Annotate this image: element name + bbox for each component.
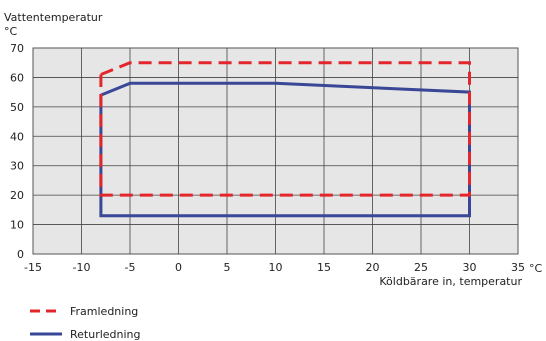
y-axis-unit: °C xyxy=(4,25,18,38)
x-tick-label: -10 xyxy=(73,261,91,274)
x-tick-label: 30 xyxy=(463,261,477,274)
legend-label-returledning: Returledning xyxy=(70,328,141,341)
x-axis-unit: °C xyxy=(529,262,543,275)
x-tick-label: 25 xyxy=(414,261,428,274)
legend-label-framledning: Framledning xyxy=(70,305,138,318)
x-tick-labels: -15 -10 -5 0 5 10 15 20 25 30 35 xyxy=(24,261,525,274)
x-tick-label: -15 xyxy=(24,261,42,274)
series-layer xyxy=(99,61,471,218)
x-tick-label: 10 xyxy=(269,261,283,274)
x-tick-label: -5 xyxy=(125,261,136,274)
y-axis-label: Vattentemperatur xyxy=(4,11,103,24)
y-tick-labels: 0 10 20 30 40 50 60 70 xyxy=(10,42,24,261)
y-tick-label: 30 xyxy=(10,160,24,173)
x-axis-label: Köldbärare in, temperatur xyxy=(379,275,522,288)
x-tick-label: 20 xyxy=(366,261,380,274)
y-tick-label: 50 xyxy=(10,101,24,114)
y-tick-label: 0 xyxy=(17,248,24,261)
y-tick-label: 20 xyxy=(10,189,24,202)
x-tick-label: 15 xyxy=(317,261,331,274)
y-tick-label: 60 xyxy=(10,71,24,84)
y-tick-label: 70 xyxy=(10,42,24,55)
series-framledning xyxy=(99,61,471,197)
y-tick-label: 40 xyxy=(10,130,24,143)
y-tick-label: 10 xyxy=(10,219,24,232)
legend: Framledning Returledning xyxy=(30,305,141,341)
x-tick-label: 0 xyxy=(175,261,182,274)
x-tick-label: 35 xyxy=(511,261,525,274)
x-tick-label: 5 xyxy=(224,261,231,274)
